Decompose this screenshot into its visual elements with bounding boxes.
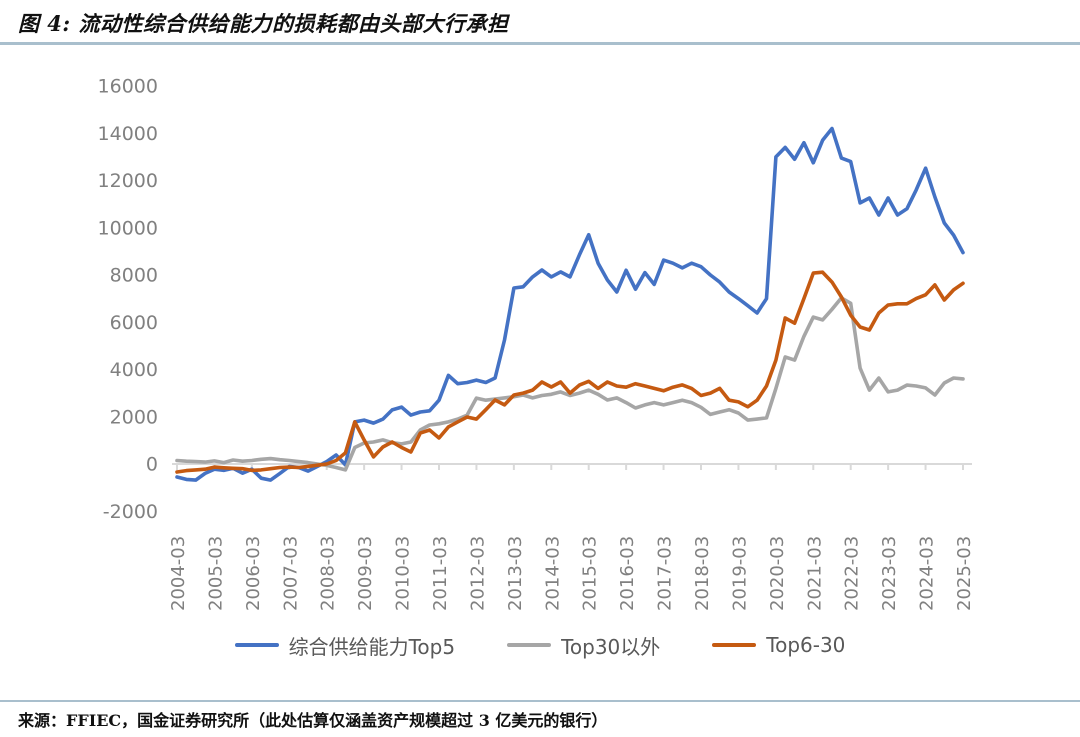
- x-tick-label: 2020-03: [767, 536, 788, 611]
- chart-legend: 综合供给能力Top5 Top30以外 Top6-30: [0, 629, 1080, 661]
- x-tick-label: 2023-03: [879, 536, 900, 611]
- y-tick-label: 2000: [110, 406, 158, 428]
- y-tick-label: 10000: [98, 217, 158, 239]
- line-chart: 16000 14000 12000 10000 8000 6000 4000 2000 0 -20…: [98, 76, 975, 612]
- source-note: 来源：FFIEC，国金证券研究所（此处估算仅涵盖资产规模超过 3 亿美元的银行）: [18, 711, 608, 730]
- title-divider: [0, 42, 1080, 45]
- legend-item-top30-plus: Top30以外: [507, 631, 660, 660]
- figure-title: 图 4: 流动性综合供给能力的损耗都由头部大行承担: [18, 11, 509, 36]
- legend-label-top6-30: Top6-30: [766, 633, 846, 657]
- x-tick-label: 2024-03: [917, 536, 938, 611]
- x-tick-label: 2022-03: [842, 536, 863, 611]
- legend-swatch-top6-30-icon: [712, 643, 757, 647]
- y-tick-label: 16000: [98, 76, 158, 98]
- x-tick-label: 2021-03: [804, 536, 825, 611]
- y-tick-label: 4000: [110, 359, 158, 381]
- x-tick-label: 2015-03: [580, 536, 601, 611]
- x-axis-labels: 2004-03 2005-03 2006-03 2007-03 2008-03 2009-…: [168, 536, 975, 611]
- x-tick-label: 2013-03: [505, 536, 526, 611]
- x-tick-label: 2016-03: [617, 536, 638, 611]
- y-tick-label: 14000: [98, 123, 158, 145]
- legend-item-top6-30: Top6-30: [712, 633, 845, 657]
- series-line-1: [175, 296, 965, 472]
- x-tick-label: 2006-03: [243, 536, 264, 611]
- y-tick-label: 8000: [110, 265, 158, 287]
- y-tick-label: 6000: [110, 312, 158, 334]
- x-tick-label: 2025-03: [954, 536, 975, 611]
- series-line-0: [175, 126, 965, 482]
- y-axis-labels: 16000 14000 12000 10000 8000 6000 4000 2000 0 -20…: [98, 76, 158, 523]
- x-tick-label: 2019-03: [729, 536, 750, 611]
- series-line-2: [175, 270, 965, 474]
- legend-item-top5: 综合供给能力Top5: [234, 631, 456, 660]
- x-tick-label: 2010-03: [393, 536, 414, 611]
- x-tick-label: 2007-03: [280, 536, 301, 611]
- legend-label-top30-plus: Top30以外: [561, 634, 661, 659]
- x-tick-label: 2018-03: [692, 536, 713, 611]
- y-tick-label: 0: [146, 454, 158, 476]
- x-tick-label: 2012-03: [467, 536, 488, 611]
- x-tick-label: 2009-03: [355, 536, 376, 611]
- legend-swatch-top5-icon: [234, 643, 279, 647]
- legend-label-top5: 综合供给能力Top5: [288, 634, 456, 659]
- y-tick-label: 12000: [98, 170, 158, 192]
- x-tick-label: 2004-03: [168, 536, 189, 611]
- x-tick-label: 2011-03: [430, 536, 451, 611]
- legend-swatch-top30-plus-icon: [507, 643, 552, 647]
- y-tick-label: -2000: [103, 501, 158, 523]
- footer-divider: [0, 700, 1080, 702]
- series-lines: [175, 126, 965, 482]
- chart-area: 16000 14000 12000 10000 8000 6000 4000 2000 0 -20…: [0, 55, 1080, 620]
- x-tick-label: 2008-03: [318, 536, 339, 611]
- x-tick-label: 2017-03: [655, 536, 676, 611]
- x-tick-label: 2005-03: [205, 536, 226, 611]
- x-tick-label: 2014-03: [542, 536, 563, 611]
